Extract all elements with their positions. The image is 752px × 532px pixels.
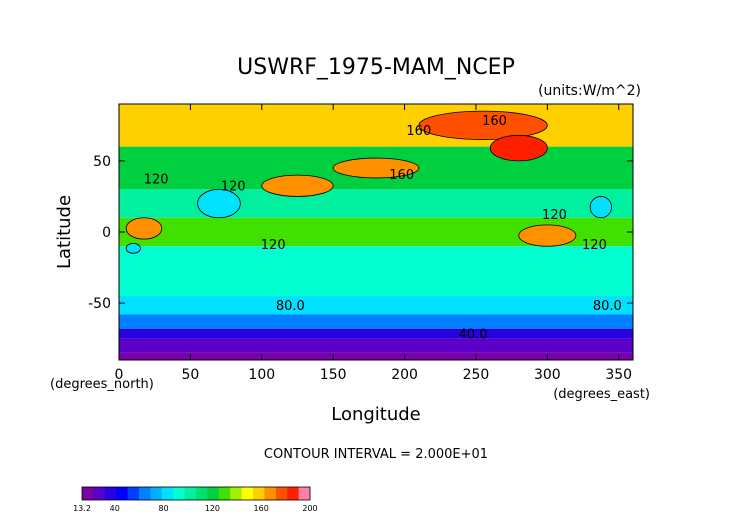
colorbar-tick-label: 40	[110, 504, 120, 513]
x-axis-label: Longitude	[331, 404, 421, 425]
y-tick-label: 0	[102, 225, 111, 241]
contour-label: 120	[542, 208, 567, 223]
colorbar-swatch	[93, 487, 106, 500]
x-tick-label: 300	[534, 367, 561, 383]
contour-label: 40.0	[459, 327, 488, 342]
contour-label: 160	[482, 114, 507, 129]
plot-bands	[119, 104, 633, 360]
region-mid-asia-high	[332, 157, 420, 179]
latitude-band	[119, 104, 633, 147]
colorbar-ticks: 40 80 120 160 200	[110, 504, 318, 513]
colorbar-swatch	[298, 487, 311, 500]
latitude-band	[119, 328, 633, 339]
colorbar-tick-label: 160	[254, 504, 269, 513]
contour-label: 160	[389, 168, 414, 183]
plot-features	[125, 110, 612, 254]
colorbar-tick-label: 120	[205, 504, 220, 513]
contour-label: 120	[582, 238, 607, 253]
colorbar-swatch	[161, 487, 174, 500]
colorbar-frame	[81, 486, 311, 501]
contour-label: 120	[144, 172, 169, 187]
latitude-band	[119, 314, 633, 329]
x-tick-label: 350	[605, 367, 632, 383]
colorbar-swatch	[241, 487, 254, 500]
y-tick-label: 50	[93, 154, 111, 170]
contour-label: 120	[221, 179, 246, 194]
colorbar-swatch	[104, 487, 117, 500]
region-south-america-high	[518, 224, 577, 247]
units-label: (units:W/m^2)	[538, 83, 641, 99]
colorbar-tick-label: 200	[302, 504, 317, 513]
region-indian-ocean-low	[197, 188, 241, 219]
colorbar-swatch	[275, 487, 288, 500]
colorbar-swatch	[218, 487, 231, 500]
x-tick-label: 250	[463, 367, 490, 383]
y-unit-label: (degrees_north)	[50, 377, 154, 392]
colorbar-swatch	[82, 487, 94, 500]
latitude-band	[119, 246, 633, 296]
x-tick-label: 200	[391, 367, 418, 383]
colorbar-swatch	[287, 487, 300, 500]
region-pacific-low	[125, 242, 141, 254]
colorbar-swatch	[184, 487, 197, 500]
latitude-band	[119, 338, 633, 353]
contour-label: 80.0	[276, 299, 305, 314]
colorbar-swatch	[127, 487, 140, 500]
colorbar-swatch	[207, 487, 220, 500]
contour-labels: 160 160 160 120 120 120 120 120 80.0 80.0 40.0	[144, 114, 622, 342]
contour-label: 120	[261, 238, 286, 253]
colorbar-swatch	[230, 487, 243, 500]
region-asia-high	[261, 174, 334, 197]
chart-title: USWRF_1975-MAM_NCEP	[237, 55, 515, 80]
x-unit-label: (degrees_east)	[553, 387, 650, 402]
region-africa-high	[125, 217, 163, 240]
y-axis: -50 0 50	[88, 154, 633, 312]
y-tick-label: -50	[88, 296, 111, 312]
colorbar-swatch	[139, 487, 151, 500]
x-tick-label: 0	[115, 367, 124, 383]
latitude-band	[119, 352, 633, 360]
colorbar-swatch	[116, 487, 129, 500]
colorbar	[82, 487, 311, 500]
colorbar-swatch	[264, 487, 277, 500]
colorbar-swatch	[150, 487, 163, 500]
latitude-band	[119, 296, 633, 315]
y-axis-label: Latitude	[54, 195, 75, 269]
region-north-atlantic-high	[489, 134, 548, 162]
contour-label: 80.0	[593, 299, 622, 314]
contour-label: 160	[406, 124, 431, 139]
colorbar-swatch	[253, 487, 265, 500]
colorbar-min-label: 13.2	[73, 504, 91, 513]
x-tick-label: 150	[320, 367, 347, 383]
region-mexico-low	[589, 196, 612, 219]
x-tick-label: 100	[248, 367, 275, 383]
x-axis: 0 50 100 150 200 250 300 350	[115, 104, 632, 383]
region-north-polar-high	[418, 110, 548, 140]
x-tick-label: 50	[181, 367, 199, 383]
colorbar-swatch	[196, 487, 208, 500]
colorbar-swatch	[173, 487, 186, 500]
contour-interval-text: CONTOUR INTERVAL = 2.000E+01	[264, 447, 488, 462]
colorbar-tick-label: 80	[158, 504, 168, 513]
